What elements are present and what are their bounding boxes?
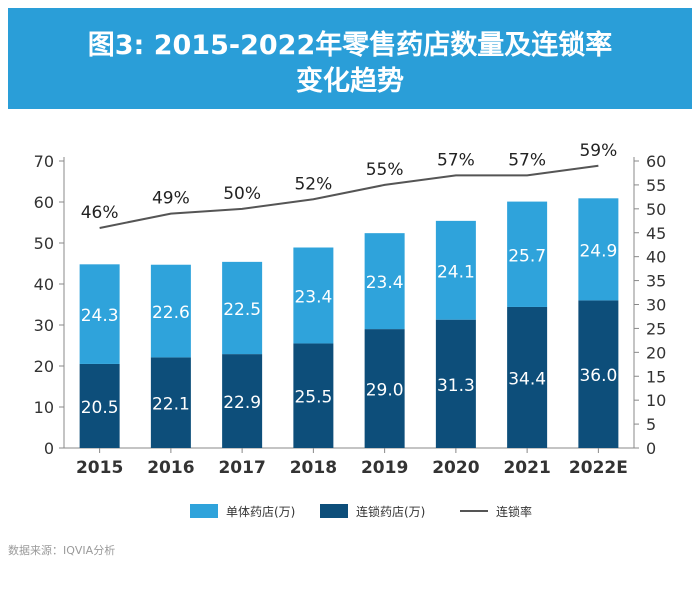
legend-swatch (320, 504, 348, 518)
y-right-tick-label: 40 (646, 248, 666, 267)
y-right-tick-label: 50 (646, 200, 666, 219)
line-point-label: 49% (152, 189, 190, 209)
y-right-tick-label: 60 (646, 152, 666, 171)
y-right-tick-label: 55 (646, 176, 666, 195)
bar-single (79, 264, 120, 364)
bar-chain-label: 20.5 (81, 398, 119, 418)
y-right-tick-label: 25 (646, 319, 666, 338)
y-right-tick-label: 15 (646, 367, 666, 386)
bar-single (293, 247, 334, 344)
chart-title-line1: 图3: 2015-2022年零售药店数量及连锁率 (87, 30, 613, 61)
bar-single-label: 23.4 (294, 287, 332, 307)
title-banner: 图3: 2015-2022年零售药店数量及连锁率 变化趋势 (8, 8, 692, 109)
line-point-label: 55% (366, 160, 404, 180)
y-right-tick-label: 20 (646, 343, 666, 362)
bar-chain (150, 357, 191, 448)
bar-single (364, 233, 405, 330)
x-tick-label: 2019 (361, 458, 408, 478)
y-left-tick-label: 70 (34, 152, 54, 171)
line-point-label: 46% (81, 203, 119, 223)
bar-chain-label: 22.9 (223, 393, 261, 413)
bar-single (150, 264, 191, 358)
legend-swatch (190, 504, 218, 518)
y-right-tick-label: 30 (646, 296, 666, 315)
bar-chain-label: 29.0 (366, 381, 404, 401)
line-point-label: 57% (508, 150, 546, 170)
x-tick-label: 2020 (432, 458, 479, 478)
bar-chain (507, 306, 548, 448)
bar-chain-label: 25.5 (294, 388, 332, 408)
bar-single-label: 22.6 (152, 303, 190, 323)
x-tick-label: 2021 (503, 458, 550, 478)
y-left-tick-label: 30 (34, 316, 54, 335)
line-point-label: 57% (437, 150, 475, 170)
x-tick-label: 2018 (290, 458, 337, 478)
y-left-tick-label: 40 (34, 275, 54, 294)
y-left-tick-label: 20 (34, 357, 54, 376)
bar-chain-label: 34.4 (508, 369, 546, 389)
bar-chain-label: 36.0 (579, 366, 617, 386)
bar-chain (578, 300, 619, 448)
y-left-tick-label: 10 (34, 398, 54, 417)
chart-title: 图3: 2015-2022年零售药店数量及连锁率 变化趋势 (8, 28, 692, 100)
bar-single (507, 201, 548, 307)
bar-chain (222, 354, 263, 448)
bar-single-label: 25.7 (508, 246, 546, 266)
y-right-tick-label: 10 (646, 391, 666, 410)
bar-single-label: 22.5 (223, 300, 261, 320)
x-tick-label: 2015 (76, 458, 123, 478)
bar-single-label: 24.3 (81, 306, 119, 326)
y-right-tick-label: 5 (646, 415, 656, 434)
bar-single-label: 24.9 (579, 241, 617, 261)
bar-chain (293, 343, 334, 448)
y-right-tick-label: 0 (646, 439, 656, 458)
x-tick-label: 2022E (569, 458, 628, 478)
bar-chain (364, 329, 405, 448)
bar-single (578, 198, 619, 301)
bar-single-label: 23.4 (366, 273, 404, 293)
bar-chain (435, 319, 476, 448)
bar-single (222, 261, 263, 355)
legend-label: 单体药店(万) (226, 505, 295, 519)
y-left-tick-label: 0 (44, 439, 54, 458)
x-tick-label: 2016 (147, 458, 194, 478)
legend-label: 连锁率 (496, 504, 532, 519)
y-left-tick-label: 60 (34, 193, 54, 212)
bar-single (435, 220, 476, 320)
data-source: 数据来源：IQVIA分析 (8, 544, 116, 557)
bar-chain-label: 22.1 (152, 395, 190, 415)
y-left-tick-label: 50 (34, 234, 54, 253)
line-chain-rate (99, 164, 599, 229)
chart-title-line2: 变化趋势 (296, 66, 404, 97)
line-point-label: 52% (294, 174, 332, 194)
line-point-label: 50% (223, 184, 261, 204)
bar-chain-label: 31.3 (437, 376, 475, 396)
legend-label: 连锁药店(万) (356, 504, 425, 519)
bar-single-label: 24.1 (437, 262, 475, 282)
x-tick-label: 2017 (218, 458, 265, 478)
y-right-tick-label: 35 (646, 272, 666, 291)
bar-chain (79, 363, 120, 448)
line-point-label: 59% (579, 141, 617, 161)
y-right-tick-label: 45 (646, 224, 666, 243)
